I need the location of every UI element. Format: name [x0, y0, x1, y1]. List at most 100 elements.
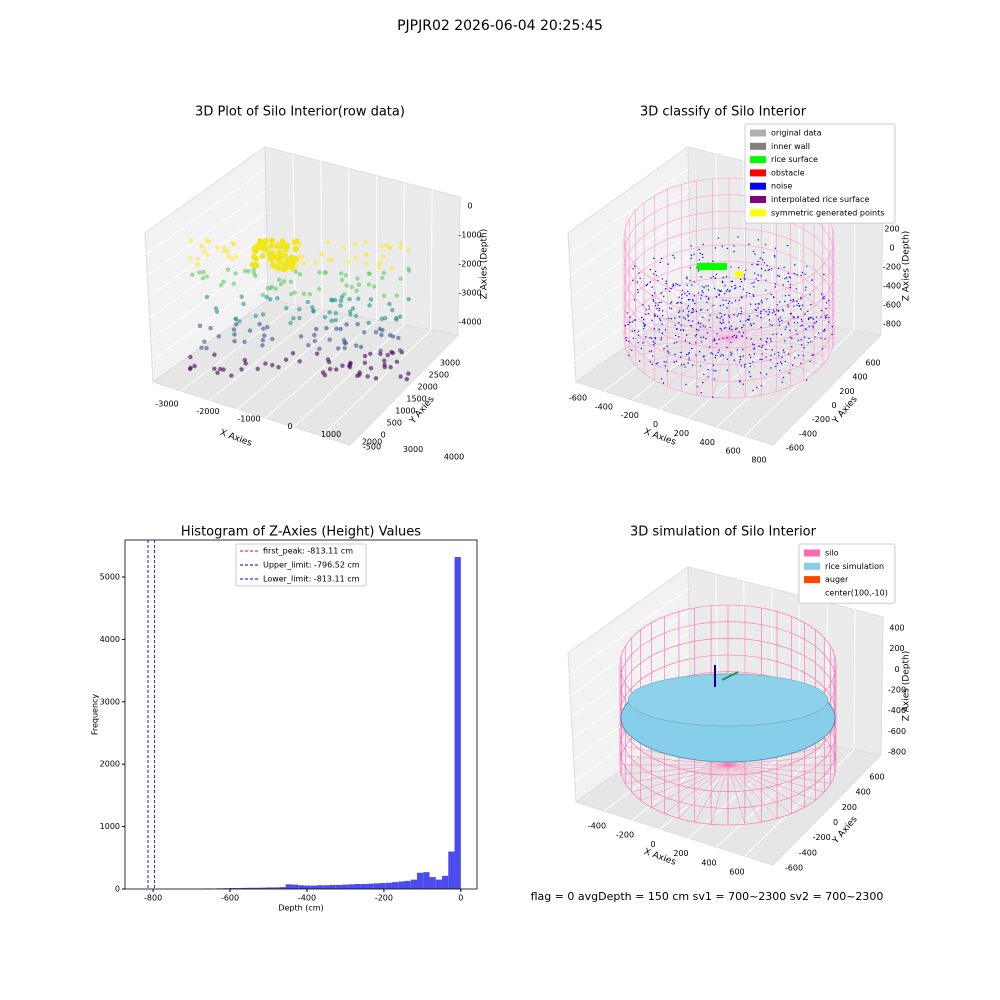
- noise-point: [644, 323, 646, 326]
- noise-point: [761, 353, 763, 355]
- noise-point: [733, 334, 735, 337]
- noise-point: [730, 354, 732, 356]
- y-tick-label: 1500: [406, 395, 426, 404]
- pane-grid: [403, 182, 405, 326]
- scatter-point: [305, 299, 311, 305]
- wireframe: [728, 278, 746, 339]
- noise-point: [751, 282, 753, 284]
- noise-point: [787, 280, 789, 283]
- noise-point: [800, 325, 802, 327]
- noise-point: [698, 248, 700, 251]
- noise-point: [705, 338, 707, 340]
- noise-point: [738, 299, 740, 301]
- pane-grid: [430, 189, 433, 331]
- noise-point: [820, 316, 822, 318]
- histogram-bar: [335, 884, 342, 889]
- scatter-point: [366, 320, 371, 326]
- noise-point: [641, 316, 643, 319]
- scatter-point: [255, 366, 260, 372]
- scatter-point: [269, 261, 276, 268]
- noise-point: [731, 328, 733, 331]
- noise-point: [682, 329, 684, 331]
- noise-point: [651, 337, 653, 339]
- noise-point: [678, 316, 681, 318]
- scatter-point: [237, 319, 242, 324]
- noise-point: [708, 346, 711, 348]
- noise-point: [769, 359, 772, 361]
- noise-point: [757, 307, 759, 309]
- noise-point: [812, 325, 814, 327]
- y-tick-label: -600: [785, 864, 803, 873]
- noise-point: [757, 274, 759, 276]
- noise-point: [655, 362, 658, 365]
- histogram-bar: [435, 879, 443, 889]
- noise-point: [745, 269, 747, 271]
- z-tick-label: -800: [883, 320, 901, 329]
- noise-point: [711, 353, 714, 355]
- noise-point: [688, 359, 690, 361]
- noise-point: [670, 287, 672, 290]
- noise-point: [789, 276, 791, 278]
- noise-point: [708, 319, 710, 321]
- noise-point: [714, 247, 717, 249]
- noise-point: [811, 317, 813, 319]
- noise-point: [748, 354, 751, 356]
- noise-point: [700, 297, 702, 300]
- noise-point: [760, 384, 763, 387]
- z-tick-label: -1000: [458, 231, 481, 240]
- wireframe: [640, 764, 729, 801]
- scatter-point: [199, 244, 205, 249]
- chart-title: Histogram of Z-Axies (Height) Values: [181, 525, 421, 540]
- noise-point: [705, 285, 707, 287]
- pane-grid: [743, 161, 746, 311]
- y-tick-label: 0: [115, 885, 120, 894]
- scatter-point: [200, 276, 206, 281]
- scatter-point: [313, 260, 318, 265]
- noise-point: [689, 267, 691, 269]
- noise-point: [757, 303, 759, 305]
- scatter-point: [312, 338, 318, 344]
- noise-point: [657, 362, 659, 364]
- noise-point: [783, 266, 785, 269]
- noise-point: [712, 340, 714, 342]
- scatter-point: [377, 260, 383, 266]
- noise-point: [696, 385, 699, 388]
- x-axis-label: Depth (cm): [278, 904, 323, 913]
- scatter-point: [390, 307, 395, 313]
- wireframe: [625, 764, 729, 784]
- noise-point: [684, 293, 686, 295]
- scatter-point: [297, 315, 302, 321]
- noise-point: [713, 378, 715, 380]
- noise-point: [700, 391, 702, 394]
- x-tick-label: 200: [673, 849, 688, 858]
- scatter-point: [288, 320, 293, 326]
- scatter-point: [297, 359, 302, 364]
- noise-point: [637, 291, 639, 294]
- noise-point: [756, 386, 758, 389]
- noise-point: [682, 310, 684, 312]
- noise-point: [718, 338, 720, 341]
- noise-point: [745, 320, 747, 322]
- scatter-point: [362, 353, 368, 359]
- noise-point: [784, 340, 786, 342]
- noise-point: [774, 313, 777, 316]
- noise-point: [787, 304, 789, 306]
- scatter-point: [397, 314, 403, 319]
- noise-point: [801, 324, 804, 327]
- noise-point: [687, 315, 689, 318]
- noise-point: [670, 308, 673, 310]
- noise-point: [792, 315, 795, 318]
- noise-point: [681, 302, 683, 304]
- noise-point: [715, 370, 717, 372]
- noise-point: [715, 295, 717, 298]
- scatter-point: [343, 272, 349, 278]
- scatter-point: [389, 349, 394, 355]
- noise-point: [638, 272, 640, 274]
- scatter-point: [212, 352, 217, 357]
- noise-point: [658, 328, 660, 331]
- scatter-point: [213, 306, 219, 311]
- noise-point: [693, 281, 695, 283]
- noise-point: [640, 348, 643, 350]
- y-tick-label: 1000: [100, 822, 120, 831]
- scatter-point: [230, 256, 235, 261]
